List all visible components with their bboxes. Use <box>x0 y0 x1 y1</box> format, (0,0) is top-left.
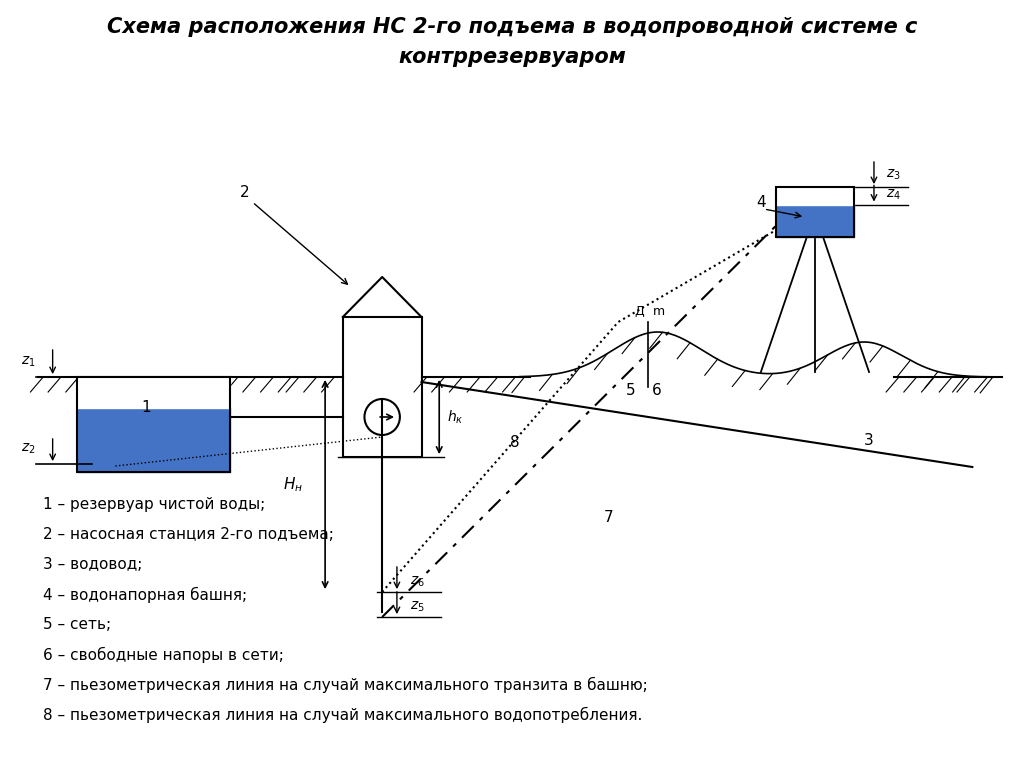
Bar <box>77 408 229 472</box>
Bar <box>343 317 422 457</box>
Text: $z_1$: $z_1$ <box>22 355 36 369</box>
Text: $z_3$: $z_3$ <box>886 168 900 183</box>
Text: 4: 4 <box>756 195 766 210</box>
Text: 7: 7 <box>603 510 613 525</box>
Text: 1 – резервуар чистой воды;: 1 – резервуар чистой воды; <box>43 497 265 512</box>
Text: $z_6$: $z_6$ <box>410 574 425 589</box>
Text: m: m <box>652 305 665 318</box>
Text: $z_5$: $z_5$ <box>410 600 425 614</box>
Text: 2 – насосная станция 2-го подъема;: 2 – насосная станция 2-го подъема; <box>43 527 334 542</box>
Bar <box>775 205 854 237</box>
Text: 4 – водонапорная башня;: 4 – водонапорная башня; <box>43 587 247 603</box>
Text: контррезервуаром: контррезервуаром <box>398 47 626 67</box>
Text: 8 – пьезометрическая линия на случай максимального водопотребления.: 8 – пьезометрическая линия на случай мак… <box>43 707 642 723</box>
Bar <box>775 187 854 237</box>
Text: $h_к$: $h_к$ <box>447 408 464 426</box>
Text: $z_2$: $z_2$ <box>22 442 36 456</box>
Text: $z_4$: $z_4$ <box>886 187 901 202</box>
Text: 1: 1 <box>141 400 151 415</box>
Text: 3 – водовод;: 3 – водовод; <box>43 557 142 572</box>
Text: 8: 8 <box>510 435 520 450</box>
Text: 3: 3 <box>864 433 873 448</box>
Bar <box>77 377 229 408</box>
Text: 6: 6 <box>651 383 662 398</box>
Text: $H_н$: $H_н$ <box>284 475 303 494</box>
Text: 6 – свободные напоры в сети;: 6 – свободные напоры в сети; <box>43 647 284 663</box>
Text: 5 – сеть;: 5 – сеть; <box>43 617 111 632</box>
Bar <box>77 377 229 472</box>
Text: Д: Д <box>634 305 644 318</box>
Text: 2: 2 <box>240 185 249 200</box>
Text: Схема расположения НС 2-го подъема в водопроводной системе с: Схема расположения НС 2-го подъема в вод… <box>106 17 918 37</box>
Bar <box>775 187 854 205</box>
Text: 5: 5 <box>627 383 636 398</box>
Text: 7 – пьезометрическая линия на случай максимального транзита в башню;: 7 – пьезометрическая линия на случай мак… <box>43 677 647 693</box>
